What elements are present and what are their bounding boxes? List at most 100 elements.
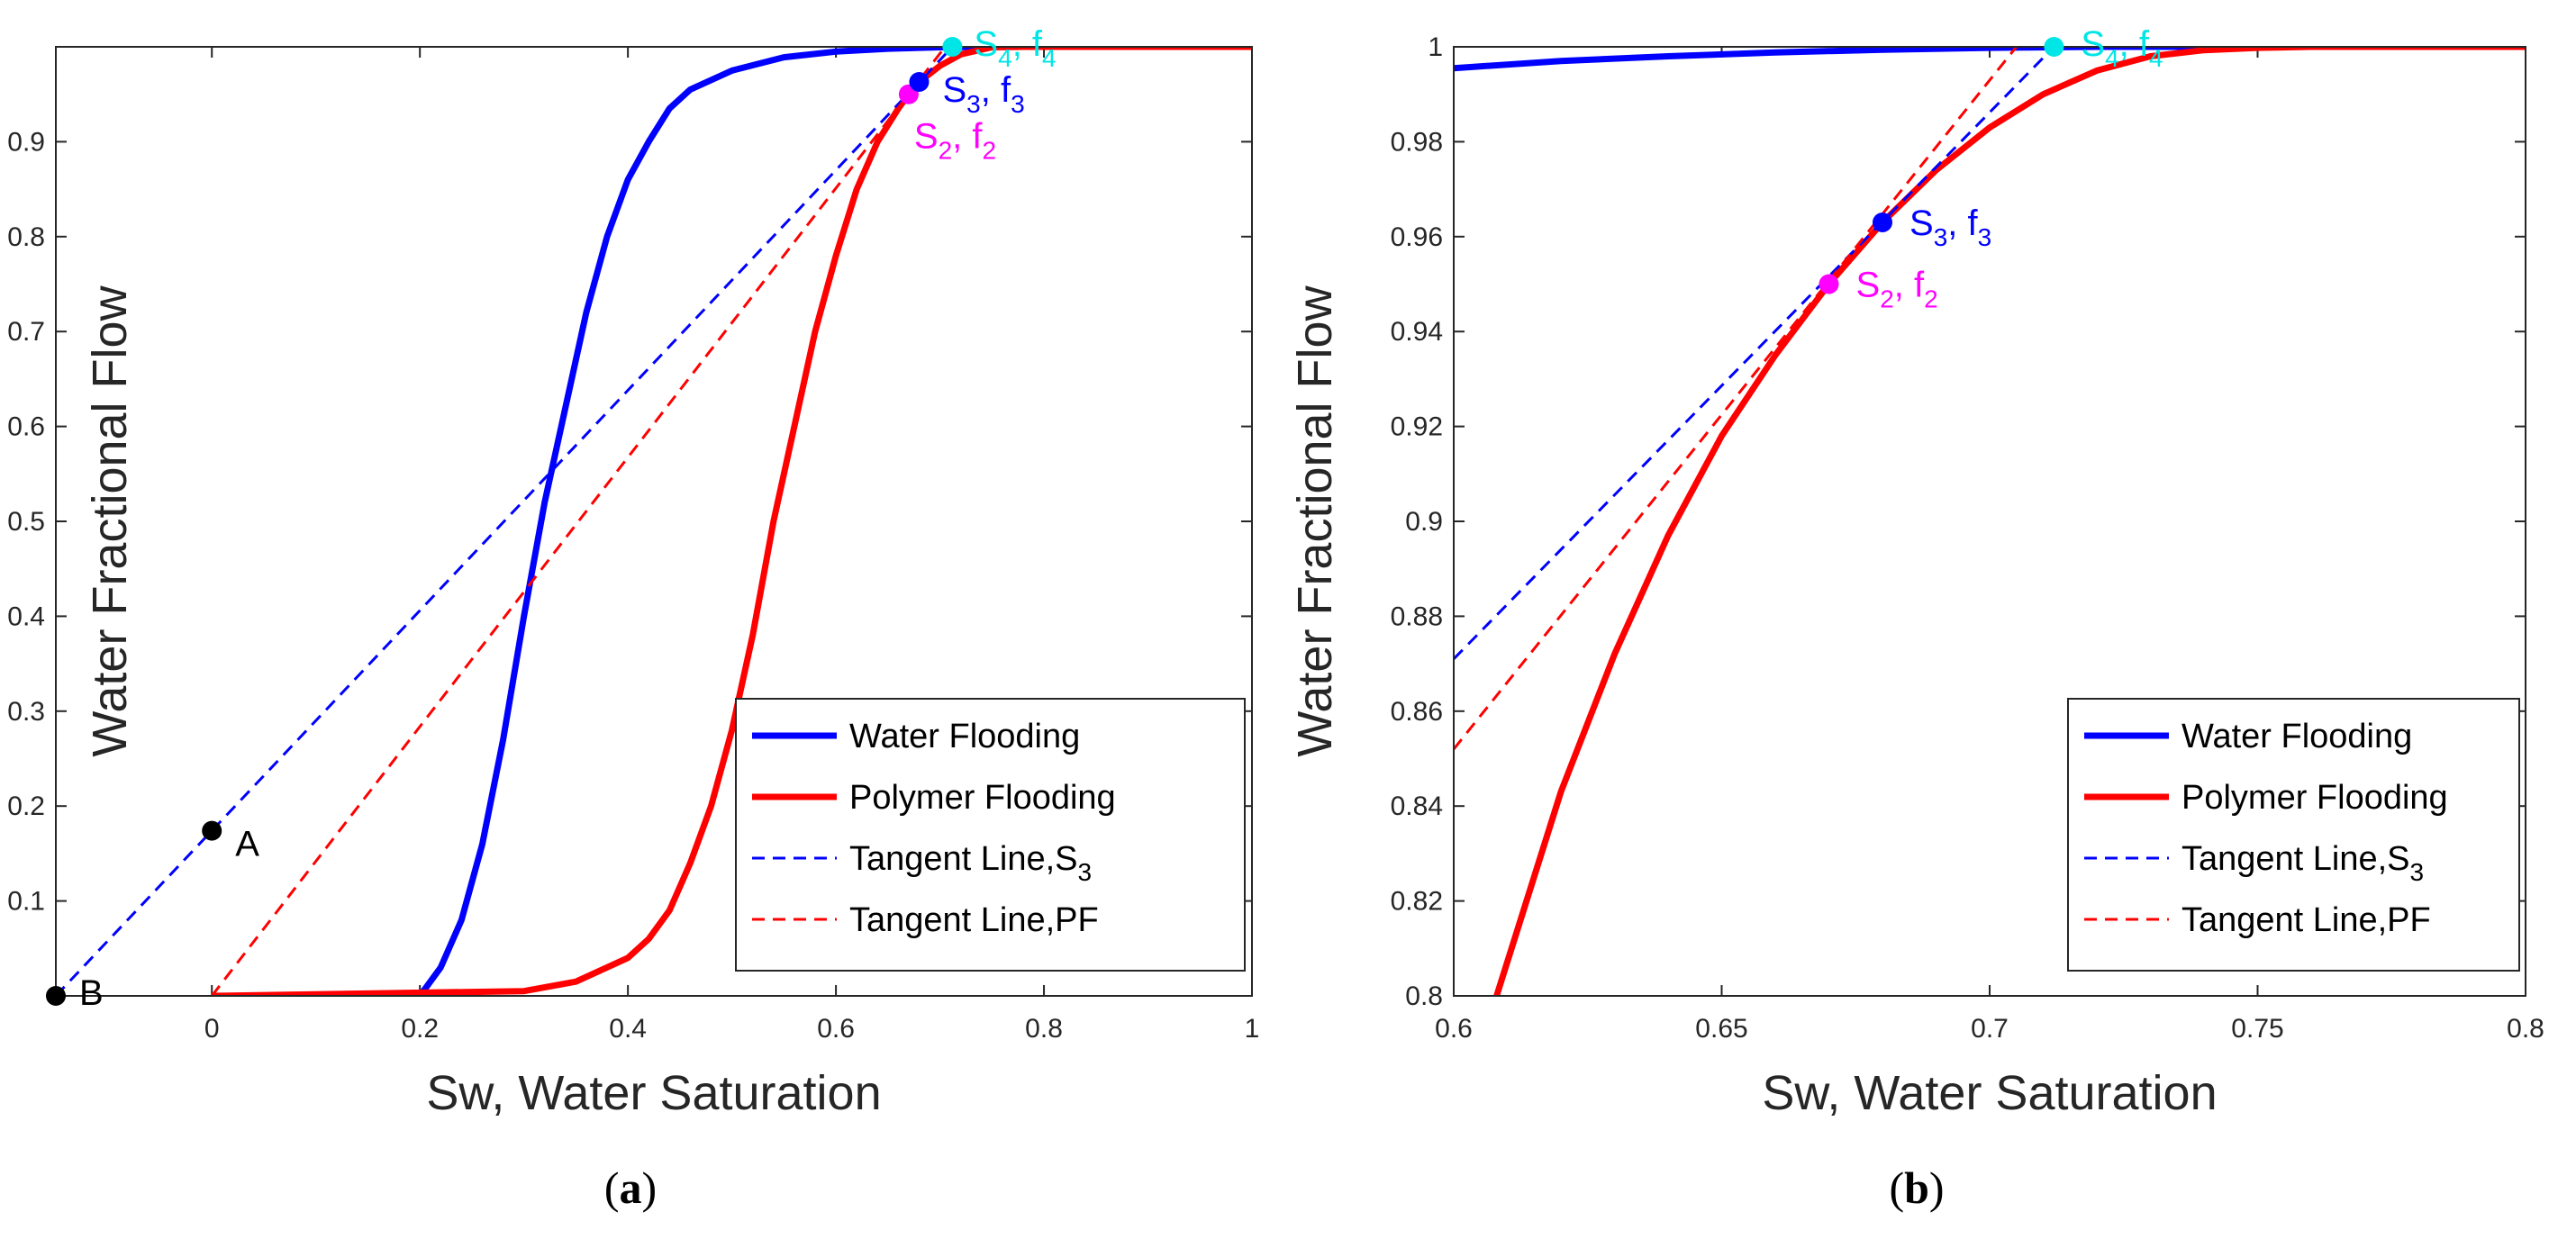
y-tick-label: 0.9: [1405, 507, 1443, 537]
legend-label: Water Flooding: [2181, 718, 2412, 755]
y-tick-label: 0.3: [7, 697, 45, 727]
y-tick-label: 0.82: [1391, 887, 1443, 917]
data-point-marker: [1819, 274, 1839, 294]
point-label-sep: , f: [2119, 24, 2150, 64]
point-label: S4, f4: [2081, 24, 2163, 72]
point-label-sub: 3: [1934, 223, 1948, 251]
point-label-sub2: 4: [1042, 44, 1057, 72]
chart-panel-b: 0.6 0.65 0.7 0.75 0.8 0.8 0.82 0.84 0.86 0.88 0.9 0…: [1288, 24, 2544, 1213]
series-line-tangent-line-s3: [1454, 47, 2055, 660]
y-tick-label: 0.9: [7, 127, 45, 157]
legend-label: Tangent Line,S3: [849, 840, 1092, 886]
y-tick-label: 0.4: [7, 601, 45, 631]
point-label-sep: , f: [981, 70, 1011, 110]
x-tick-label: 0.4: [609, 1014, 647, 1044]
y-axis-label: Water Fractional Flow: [83, 285, 137, 756]
point-label: B: [79, 973, 104, 1013]
point-label-sep: , f: [952, 117, 983, 157]
point-label-main: S: [974, 24, 998, 64]
x-tick-label: 0.6: [817, 1014, 855, 1044]
caption-open: (: [604, 1162, 620, 1213]
legend-box: [735, 698, 1246, 972]
point-label: S3, f3: [1909, 203, 1991, 251]
y-tick-label: 1: [1428, 32, 1443, 62]
legend-label: Tangent Line,PF: [849, 901, 1099, 939]
point-label-sub2: 3: [1011, 90, 1025, 118]
y-tick-label: 0.8: [7, 222, 45, 252]
x-tick-label: 0.2: [401, 1014, 439, 1044]
legend: Water Flooding Polymer Flooding Tangent Li…: [735, 698, 1246, 972]
point-label: S4, f4: [974, 24, 1056, 72]
legend-label: Tangent Line,S3: [2181, 840, 2424, 886]
y-tick-label: 0.2: [7, 791, 45, 821]
legend-box: [2067, 698, 2520, 972]
legend: Water Flooding Polymer Flooding Tangent Li…: [2067, 698, 2520, 972]
point-label-sub2: 3: [1978, 223, 1992, 251]
legend-label-main: Tangent Line,S: [2181, 840, 2410, 878]
y-tick-label: 0.84: [1391, 791, 1443, 821]
point-label-sub: 4: [2105, 44, 2119, 72]
x-tick-label: 1: [1245, 1014, 1260, 1044]
x-tick-label: 0.8: [1025, 1014, 1063, 1044]
data-point-marker: [909, 71, 930, 92]
series-line-polymer-flooding: [212, 47, 1252, 996]
x-tick-label: 0.75: [2231, 1014, 2283, 1044]
data-point-marker: [202, 820, 222, 841]
x-tick-label: 0.8: [2507, 1014, 2544, 1044]
x-tick-label: 0: [204, 1014, 220, 1044]
point-label-sub: 3: [966, 90, 981, 118]
point-label-sub: 2: [1880, 285, 1894, 313]
point-label-sub2: 2: [983, 137, 997, 165]
x-tick-label: 0.7: [1971, 1014, 2009, 1044]
legend-label: Polymer Flooding: [2181, 779, 2448, 817]
point-label-sep: , f: [1012, 24, 1043, 64]
data-point-marker: [46, 986, 66, 1006]
point-label: S2, f2: [1856, 266, 1938, 313]
point-label-sub2: 4: [2149, 44, 2163, 72]
point-label-text: A: [235, 825, 259, 864]
panel-caption: (a): [604, 1162, 657, 1213]
legend-label: Polymer Flooding: [849, 779, 1116, 817]
chart-panel-a: 0 0.2 0.4 0.6 0.8 1 0.1 0.2 0.3 0.4 0.5 0.6 0.7 0.8 0.…: [7, 24, 1259, 1213]
y-tick-label: 0.5: [7, 507, 45, 537]
y-axis-label: Water Fractional Flow: [1288, 285, 1342, 756]
x-tick-label: 0.65: [1695, 1014, 1747, 1044]
point-label-main: S: [1909, 203, 1934, 243]
series-line-tangent-line-pf: [211, 47, 947, 996]
data-point-marker: [2044, 37, 2064, 57]
y-tick-label: 0.92: [1391, 412, 1443, 442]
series-line-water-flooding: [1454, 47, 2526, 72]
y-tick-label: 0.1: [7, 887, 45, 917]
axes-box: [55, 46, 1253, 997]
y-tick-label: 0.7: [7, 317, 45, 347]
y-tick-label: 0.88: [1391, 601, 1443, 631]
legend-label-sub: 3: [2410, 858, 2425, 886]
y-tick-label: 0.86: [1391, 697, 1443, 727]
x-axis-label: Sw, Water Saturation: [426, 1066, 881, 1120]
caption-letter: b: [1904, 1162, 1929, 1213]
point-label-sep: , f: [1947, 203, 1978, 243]
point-label: S2, f2: [914, 117, 996, 165]
caption-letter: a: [620, 1162, 642, 1213]
caption-close: ): [1929, 1162, 1945, 1213]
data-point-marker: [942, 37, 963, 57]
point-label-sep: , f: [1894, 266, 1925, 305]
y-tick-label: 0.6: [7, 412, 45, 442]
data-point-marker: [1873, 212, 1892, 232]
legend-label-main: Tangent Line,S: [849, 840, 1078, 878]
plot-area: [1454, 47, 2526, 996]
legend-label-sub: 3: [1078, 858, 1093, 886]
x-axis-label: Sw, Water Saturation: [1762, 1066, 2217, 1120]
legend-label: Water Flooding: [849, 718, 1080, 755]
point-label-text: B: [79, 973, 104, 1013]
series-line-water-flooding: [212, 47, 1252, 996]
point-label-sub: 2: [939, 137, 953, 165]
axes-box: [1453, 46, 2526, 997]
series-line-tangent-line-pf: [1454, 47, 2018, 750]
y-tick-label: 0.8: [1405, 981, 1443, 1011]
y-tick-label: 0.94: [1391, 317, 1443, 347]
series-line-polymer-flooding: [1493, 47, 2526, 996]
point-label-main: S: [914, 117, 939, 157]
caption-close: ): [642, 1162, 658, 1213]
